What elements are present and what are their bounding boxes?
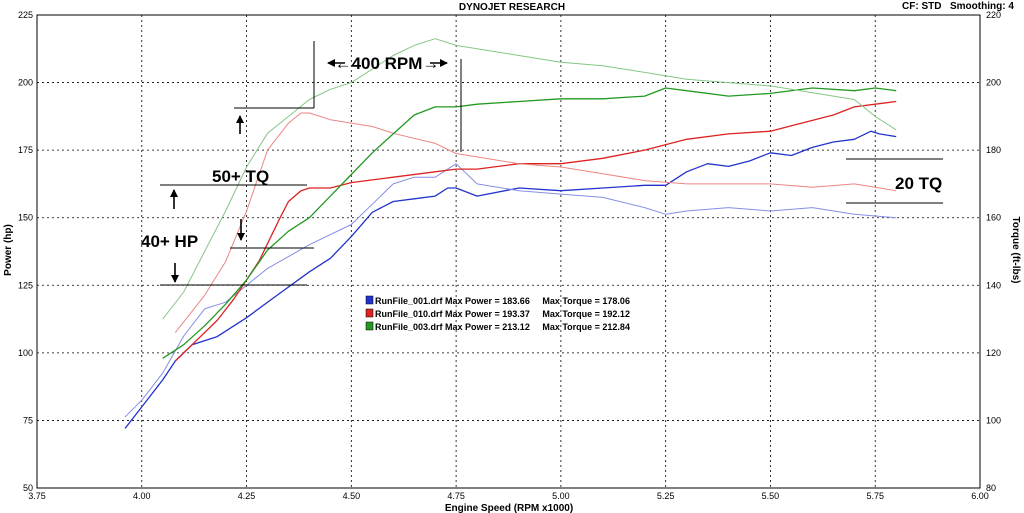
annotation-guides <box>160 41 943 286</box>
chart-header-title: DYNOJET RESEARCH <box>458 2 566 13</box>
y-left-tick-label: 100 <box>18 348 33 358</box>
annotation-40hp: 40+ HP <box>141 232 198 251</box>
x-tick-label: 5.75 <box>866 491 884 501</box>
x-tick-label: 4.00 <box>133 491 151 501</box>
x-tick-label: 5.25 <box>657 491 675 501</box>
y-right-tick-label: 140 <box>986 280 1001 290</box>
y-right-tick-label: 80 <box>986 483 996 493</box>
power-curve-runfile-003-drf <box>162 87 897 359</box>
x-axis-ticks: 3.75 4.00 4.25 4.50 4.75 5.00 5.25 5.50 5.75 6.00 <box>28 491 989 501</box>
y-right-tick-label: 120 <box>986 348 1001 358</box>
x-tick-label: 5.50 <box>762 491 780 501</box>
legend-swatch <box>365 321 374 331</box>
y-left-axis-ticks: 50 75 100 125 150 175 200 225 <box>18 10 33 493</box>
power-curve-runfile-001-drf <box>124 130 897 429</box>
legend-entry: RunFile_010.drf Max Power = 193.37 Max T… <box>375 309 630 319</box>
y-left-tick-label: 75 <box>23 415 33 425</box>
annotation-labels: ←400 RPM→ 50+ TQ 40+ HP 20 TQ <box>141 54 942 251</box>
x-tick-label: 4.75 <box>447 491 465 501</box>
power-curve-runfile-010-drf <box>174 100 897 362</box>
x-tick-label: 6.00 <box>971 491 989 501</box>
y-axis-right-label: Torque (ft-lbs) <box>1010 216 1021 283</box>
y-right-tick-label: 100 <box>986 415 1001 425</box>
x-tick-label: 4.50 <box>343 491 361 501</box>
legend-entry: RunFile_001.drf Max Power = 183.66 Max T… <box>375 296 630 306</box>
y-left-tick-label: 225 <box>18 10 33 20</box>
torque-curve-runfile-001-drf <box>124 163 897 418</box>
y-right-tick-label: 160 <box>986 213 1001 223</box>
y-right-tick-label: 200 <box>986 78 1001 88</box>
legend-entry: RunFile_003.drf Max Power = 213.12 Max T… <box>375 322 630 332</box>
annotation-20tq: 20 TQ <box>895 174 942 193</box>
x-axis-label: Engine Speed (RPM x1000) <box>445 503 573 513</box>
y-right-tick-label: 220 <box>986 10 1001 20</box>
y-left-tick-label: 150 <box>18 213 33 223</box>
series-lines <box>124 38 897 429</box>
x-tick-label: 4.25 <box>238 491 256 501</box>
y-left-tick-label: 200 <box>18 78 33 88</box>
annotation-rpm: ←400 RPM→ <box>335 54 440 73</box>
y-left-tick-label: 50 <box>23 483 33 493</box>
annotation-50tq: 50+ TQ <box>212 167 269 186</box>
y-right-tick-label: 180 <box>986 145 1001 155</box>
plot-frame <box>36 14 981 489</box>
y-left-tick-label: 175 <box>18 145 33 155</box>
x-tick-label: 3.75 <box>28 491 46 501</box>
y-right-axis-ticks: 80 100 120 140 160 180 200 220 <box>986 10 1001 493</box>
torque-curve-runfile-003-drf <box>162 38 897 320</box>
smoothing-label: Smoothing: 4 <box>950 1 1014 12</box>
y-axis-left-label: Power (hp) <box>3 224 14 276</box>
grid-lines <box>37 15 980 488</box>
y-left-tick-label: 125 <box>18 280 33 290</box>
correction-factor-label: CF: STD <box>902 1 942 12</box>
legend: RunFile_001.drf Max Power = 183.66 Max T… <box>365 295 630 332</box>
torque-curve-runfile-010-drf <box>174 112 897 333</box>
annotation-arrows <box>170 59 448 283</box>
legend-swatch <box>365 295 374 305</box>
x-tick-label: 5.00 <box>552 491 570 501</box>
legend-swatch <box>365 308 374 318</box>
